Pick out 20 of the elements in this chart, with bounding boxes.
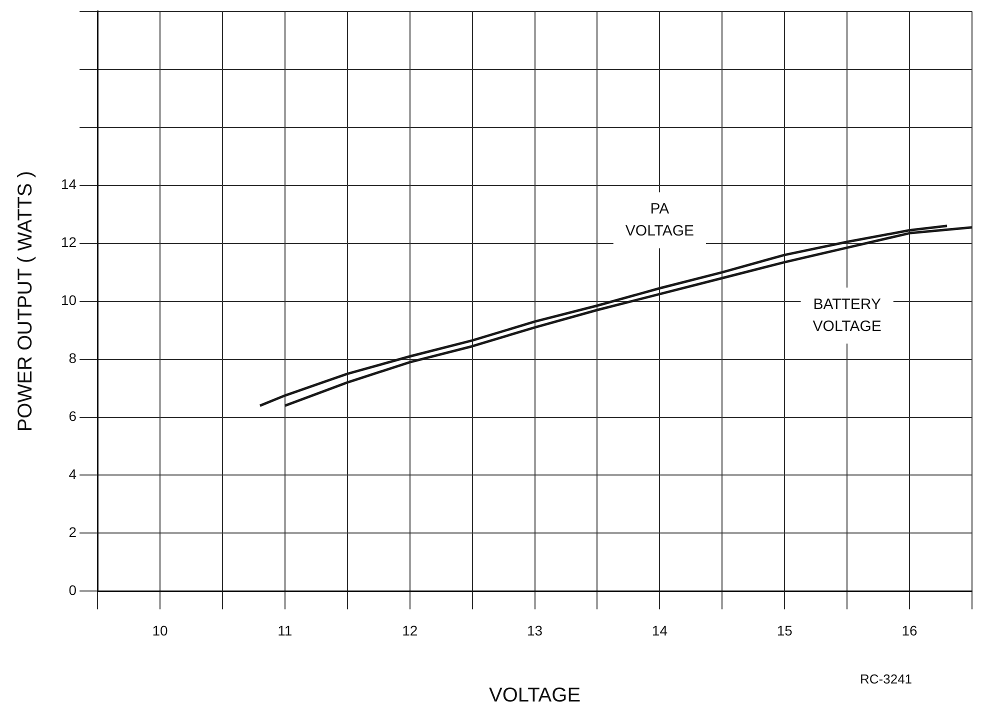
y-tick-label: 8 [68,350,77,366]
x-tick-label: 14 [652,622,668,638]
text: BATTERY VOLTAGE [812,296,882,335]
text: PA VOLTAGE [625,200,694,240]
y-tick-label: 14 [60,176,77,192]
x-tick-label: 13 [526,622,543,638]
y-tick-label: 6 [68,408,77,424]
x-tick-label: 16 [902,622,918,638]
y-tick-label: 10 [60,292,77,308]
x-tick-label: 15 [776,622,793,638]
x-tick-label: 10 [152,622,168,638]
y-tick-label: 2 [68,524,77,540]
y-tick-label: 4 [68,466,77,482]
text: RC-3241 [860,672,912,687]
y-tick-label: 0 [68,582,77,598]
x-tick-label: 12 [402,622,418,638]
x-tick-label: 11 [278,622,292,638]
y-tick-label: 12 [60,234,77,250]
x-axis-title: VOLTAGE [489,684,581,707]
y-axis-title: POWER OUTPUT ( WATTS ) [14,170,37,432]
